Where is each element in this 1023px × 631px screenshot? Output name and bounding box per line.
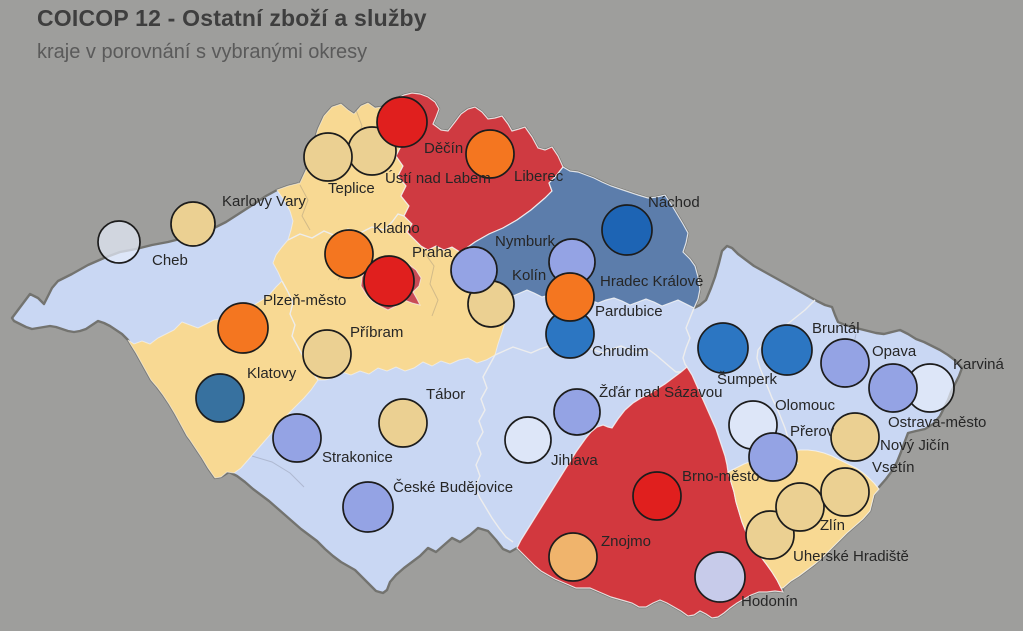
district-label-jihlava: Jihlava xyxy=(551,452,598,469)
district-label-hodonin: Hodonín xyxy=(741,593,798,610)
district-label-strakonice: Strakonice xyxy=(322,449,393,466)
district-label-hradec-kralove: Hradec Králové xyxy=(600,273,703,290)
title-block: COICOP 12 - Ostatní zboží a služby kraje… xyxy=(37,5,427,64)
district-label-liberec: Liberec xyxy=(514,168,564,185)
district-label-pardubice: Pardubice xyxy=(595,303,663,320)
district-label-chrudim: Chrudim xyxy=(592,343,649,360)
district-label-vsetin: Vsetín xyxy=(872,459,915,476)
district-line xyxy=(251,455,305,488)
district-label-olomouc: Olomouc xyxy=(775,397,836,414)
district-circle-zlin xyxy=(775,482,825,532)
page-subtitle: kraje v porovnání s vybranými okresy xyxy=(37,41,368,63)
district-label-teplice: Teplice xyxy=(328,180,375,197)
district-label-kolin: Kolín xyxy=(512,267,546,284)
district-label-usti-nad-labem: Ústí nad Labem xyxy=(385,170,491,187)
district-circle-plzen-mesto xyxy=(217,302,269,354)
district-circle-brno-mesto xyxy=(632,471,682,521)
district-circle-novy-jicin xyxy=(830,412,880,462)
district-label-cheb: Cheb xyxy=(152,252,188,269)
district-circle-zdar-nad-sazavou xyxy=(553,388,601,436)
district-label-decin: Děčín xyxy=(424,140,463,157)
district-circle-ostrava-mesto xyxy=(868,363,918,413)
district-label-praha: Praha xyxy=(412,244,453,261)
district-label-klatovy: Klatovy xyxy=(247,365,297,382)
district-circle-cheb xyxy=(97,220,141,264)
district-circle-teplice xyxy=(303,132,353,182)
district-label-sumperk: Šumperk xyxy=(717,371,778,388)
district-label-uherske-hradiste: Uherské Hradiště xyxy=(793,548,909,565)
district-circle-vsetin xyxy=(820,467,870,517)
district-circle-nachod xyxy=(601,204,653,256)
border-pardubicky-olomoucky xyxy=(682,307,695,368)
district-circle-klatovy xyxy=(195,373,245,423)
district-circle-hodonin xyxy=(694,551,746,603)
district-circles-layer xyxy=(97,96,955,603)
district-label-plzen-mesto: Plzeň-město xyxy=(263,292,346,309)
district-circle-ceske-budejovice xyxy=(342,481,394,533)
district-label-karlovy-vary: Karlovy Vary xyxy=(222,193,306,210)
district-line xyxy=(299,184,311,231)
district-circle-prerov xyxy=(748,432,798,482)
district-line xyxy=(423,251,439,317)
district-circle-liberec xyxy=(465,129,515,179)
page-title: COICOP 12 - Ostatní zboží a služby xyxy=(37,5,427,31)
district-label-ostrava-mesto: Ostrava-město xyxy=(888,414,986,431)
district-circle-sumperk xyxy=(697,322,749,374)
district-label-novy-jicin: Nový Jičín xyxy=(880,437,949,454)
district-circle-strakonice xyxy=(272,413,322,463)
district-label-prerov: Přerov xyxy=(790,423,835,440)
district-label-tabor: Tábor xyxy=(426,386,465,403)
district-circle-decin xyxy=(376,96,428,148)
district-circle-karlovy-vary xyxy=(170,201,216,247)
district-circle-znojmo xyxy=(548,532,598,582)
district-circle-praha xyxy=(363,255,415,307)
border-pardubicky-vysocina xyxy=(494,345,681,373)
district-circle-opava xyxy=(820,338,870,388)
district-circle-pardubice xyxy=(545,272,595,322)
border-jihocesky-vysocina xyxy=(474,354,514,543)
district-label-bruntal: Bruntál xyxy=(812,320,860,337)
district-label-nachod: Náchod xyxy=(648,194,700,211)
district-label-pribram: Příbram xyxy=(350,324,403,341)
district-label-nymburk: Nymburk xyxy=(495,233,556,250)
district-circle-jihlava xyxy=(504,416,552,464)
district-circle-tabor xyxy=(378,398,428,448)
district-circle-kladno xyxy=(324,229,374,279)
district-label-znojmo: Znojmo xyxy=(601,533,651,550)
district-labels-layer: Cheb Karlovy Vary Teplice Děčín Liberec Kladn… xyxy=(152,140,1005,610)
district-label-brno-mesto: Brno-město xyxy=(682,468,760,485)
district-label-ceske-budejovice: České Budějovice xyxy=(393,479,513,496)
district-label-zlin: Zlín xyxy=(820,517,845,534)
district-label-karvina: Karviná xyxy=(953,356,1005,373)
district-label-kladno: Kladno xyxy=(373,220,420,237)
district-label-opava: Opava xyxy=(872,343,917,360)
district-circle-nymburk xyxy=(450,246,498,294)
district-label-zdar-nad-sazavou: Žďár nad Sázavou xyxy=(599,384,722,401)
district-circle-bruntal xyxy=(761,324,813,376)
district-circle-pribram xyxy=(302,329,352,379)
